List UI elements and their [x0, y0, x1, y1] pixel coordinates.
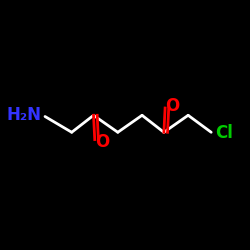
- Text: O: O: [165, 96, 180, 114]
- Text: O: O: [95, 133, 109, 151]
- Text: H₂N: H₂N: [6, 106, 42, 124]
- Text: Cl: Cl: [215, 124, 233, 142]
